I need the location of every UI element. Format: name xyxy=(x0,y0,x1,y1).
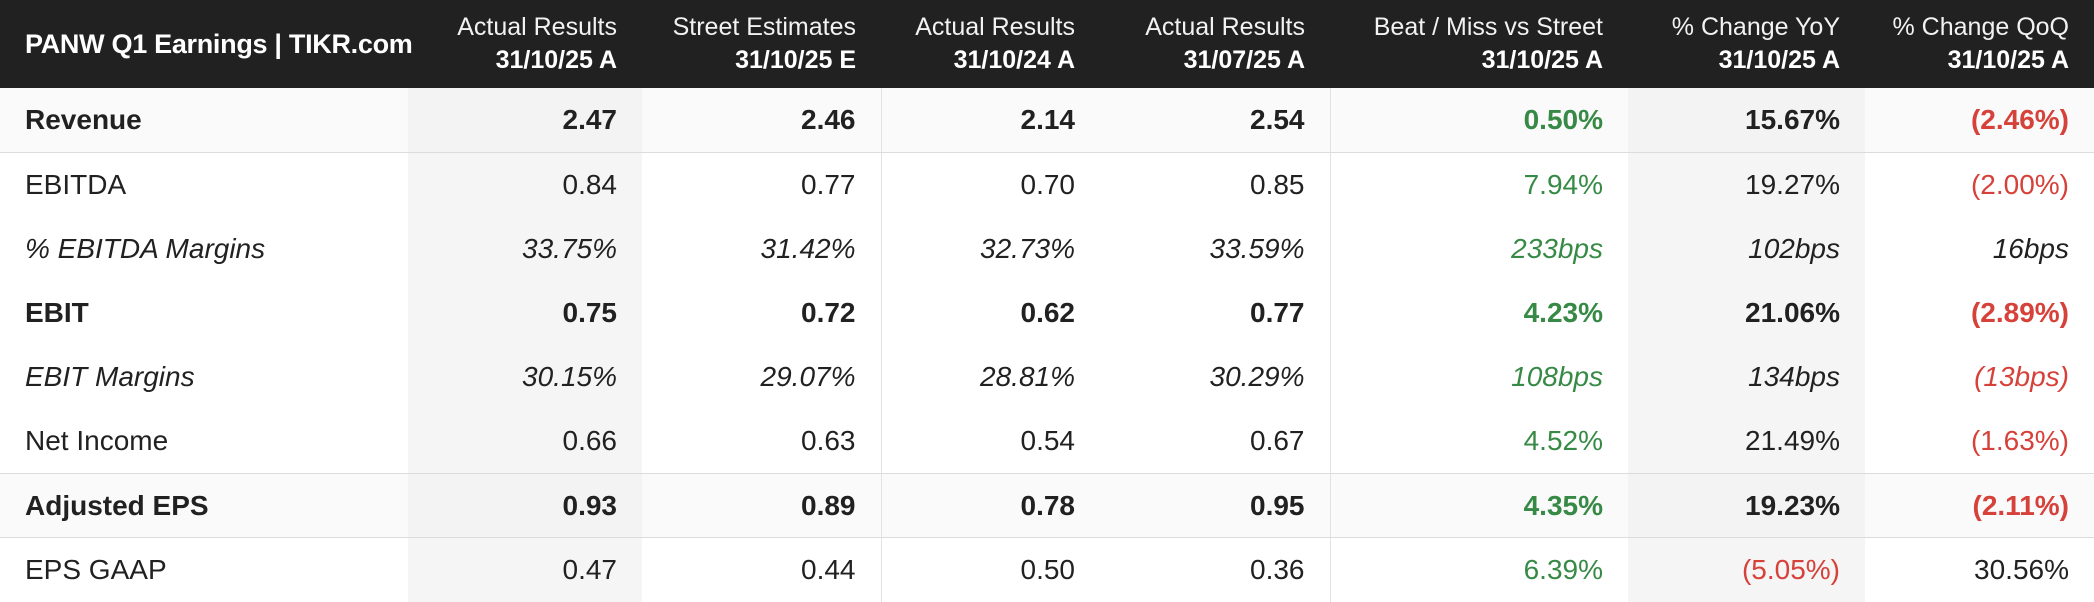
value-cell: 0.63 xyxy=(642,409,882,475)
value-cell-qoq: (1.63%) xyxy=(1865,409,2094,475)
value-cell-yoy: 21.06% xyxy=(1628,280,1865,345)
value-cell: 33.75% xyxy=(408,216,642,281)
value-cell: 0.85 xyxy=(1100,152,1331,217)
value-cell: 2.47 xyxy=(408,88,642,153)
value-cell: 0.89 xyxy=(642,473,882,539)
value-cell: 0.77 xyxy=(642,152,882,217)
value-cell-qoq: (13bps) xyxy=(1865,345,2094,410)
page-title: PANW Q1 Earnings | TIKR.com xyxy=(25,28,413,59)
column-header-label: Actual Results xyxy=(457,13,617,41)
column-header-date: 31/10/24 A xyxy=(953,46,1075,74)
metric-label: Adjusted EPS xyxy=(0,473,408,539)
value-cell: 0.54 xyxy=(881,409,1100,475)
value-cell-yoy: 102bps xyxy=(1628,216,1865,281)
value-cell: 0.36 xyxy=(1100,537,1331,602)
column-header-qoq: % Change QoQ 31/10/25 A xyxy=(1865,0,2094,88)
value-cell: 0.70 xyxy=(881,152,1100,217)
column-header-date: 31/10/25 A xyxy=(1947,46,2069,74)
metric-label: EPS GAAP xyxy=(0,537,408,602)
column-header-date: 31/10/25 E xyxy=(735,46,856,74)
value-cell-beat-miss: 6.39% xyxy=(1330,537,1628,602)
metric-label: EBIT Margins xyxy=(0,345,408,410)
value-cell: 0.72 xyxy=(642,280,882,345)
value-cell: 0.95 xyxy=(1100,473,1331,539)
row-ebitda-margins: % EBITDA Margins 33.75% 31.42% 32.73% 33… xyxy=(0,216,2094,281)
value-cell: 0.66 xyxy=(408,409,642,475)
value-cell-qoq: (2.46%) xyxy=(1865,88,2094,153)
column-header-actual-1: Actual Results 31/10/25 A xyxy=(408,0,642,88)
value-cell: 0.47 xyxy=(408,537,642,602)
column-header-date: 31/07/25 A xyxy=(1183,46,1305,74)
column-header-yoy: % Change YoY 31/10/25 A xyxy=(1628,0,1865,88)
value-cell-qoq: 16bps xyxy=(1865,216,2094,281)
value-cell: 0.44 xyxy=(642,537,882,602)
column-header-date: 31/10/25 A xyxy=(495,46,617,74)
column-header-date: 31/10/25 A xyxy=(1718,46,1840,74)
value-cell-beat-miss: 4.52% xyxy=(1330,409,1628,475)
row-adjusted-eps: Adjusted EPS 0.93 0.89 0.78 0.95 4.35% 1… xyxy=(0,473,2094,539)
value-cell-beat-miss: 4.35% xyxy=(1330,473,1628,539)
value-cell: 31.42% xyxy=(642,216,882,281)
value-cell: 0.77 xyxy=(1100,280,1331,345)
value-cell-yoy: 15.67% xyxy=(1628,88,1865,153)
value-cell: 32.73% xyxy=(881,216,1100,281)
value-cell: 28.81% xyxy=(881,345,1100,410)
row-net-income: Net Income 0.66 0.63 0.54 0.67 4.52% 21.… xyxy=(0,409,2094,475)
header-row: PANW Q1 Earnings | TIKR.com Actual Resul… xyxy=(0,0,2094,88)
column-header-label: Street Estimates xyxy=(672,13,856,41)
column-header-label: Actual Results xyxy=(915,13,1075,41)
column-header-label: % Change QoQ xyxy=(1892,13,2070,41)
table-title-cell: PANW Q1 Earnings | TIKR.com xyxy=(0,0,413,88)
column-header-beat-miss: Beat / Miss vs Street 31/10/25 A xyxy=(1330,0,1628,88)
row-revenue: Revenue 2.47 2.46 2.14 2.54 0.50% 15.67%… xyxy=(0,88,2094,153)
value-cell: 0.62 xyxy=(881,280,1100,345)
value-cell-yoy: 21.49% xyxy=(1628,409,1865,475)
column-header-actual-2: Actual Results 31/10/24 A xyxy=(881,0,1100,88)
value-cell: 0.78 xyxy=(881,473,1100,539)
metric-label: Net Income xyxy=(0,409,408,475)
value-cell: 30.29% xyxy=(1100,345,1331,410)
value-cell-yoy: (5.05%) xyxy=(1628,537,1865,602)
value-cell-beat-miss: 108bps xyxy=(1330,345,1628,410)
metric-label: EBIT xyxy=(0,280,408,345)
value-cell-qoq: (2.00%) xyxy=(1865,152,2094,217)
value-cell-beat-miss: 4.23% xyxy=(1330,280,1628,345)
value-cell: 30.15% xyxy=(408,345,642,410)
value-cell: 2.14 xyxy=(881,88,1100,153)
value-cell: 33.59% xyxy=(1100,216,1331,281)
value-cell: 0.93 xyxy=(408,473,642,539)
value-cell: 2.54 xyxy=(1100,88,1331,153)
value-cell-beat-miss: 7.94% xyxy=(1330,152,1628,217)
row-ebit: EBIT 0.75 0.72 0.62 0.77 4.23% 21.06% (2… xyxy=(0,280,2094,345)
column-header-label: Beat / Miss vs Street xyxy=(1373,13,1603,41)
value-cell-qoq: (2.89%) xyxy=(1865,280,2094,345)
column-header-label: Actual Results xyxy=(1145,13,1305,41)
row-ebitda: EBITDA 0.84 0.77 0.70 0.85 7.94% 19.27% … xyxy=(0,152,2094,217)
row-ebit-margins: EBIT Margins 30.15% 29.07% 28.81% 30.29%… xyxy=(0,345,2094,410)
value-cell-yoy: 19.27% xyxy=(1628,152,1865,217)
value-cell: 2.46 xyxy=(642,88,882,153)
value-cell: 29.07% xyxy=(642,345,882,410)
metric-label: Revenue xyxy=(0,88,408,153)
row-eps-gaap: EPS GAAP 0.47 0.44 0.50 0.36 6.39% (5.05… xyxy=(0,537,2094,602)
value-cell: 0.67 xyxy=(1100,409,1331,475)
column-header-street-estimates: Street Estimates 31/10/25 E xyxy=(642,0,881,88)
column-header-label: % Change YoY xyxy=(1671,13,1840,41)
value-cell-qoq: (2.11%) xyxy=(1865,473,2094,539)
value-cell-beat-miss: 233bps xyxy=(1330,216,1628,281)
value-cell-beat-miss: 0.50% xyxy=(1330,88,1628,153)
value-cell-qoq: 30.56% xyxy=(1865,537,2094,602)
column-header-actual-3: Actual Results 31/07/25 A xyxy=(1100,0,1330,88)
column-header-date: 31/10/25 A xyxy=(1481,46,1603,74)
value-cell: 0.84 xyxy=(408,152,642,217)
value-cell: 0.50 xyxy=(881,537,1100,602)
value-cell: 0.75 xyxy=(408,280,642,345)
value-cell-yoy: 19.23% xyxy=(1628,473,1865,539)
metric-label: EBITDA xyxy=(0,152,408,217)
value-cell-yoy: 134bps xyxy=(1628,345,1865,410)
metric-label: % EBITDA Margins xyxy=(0,216,408,281)
